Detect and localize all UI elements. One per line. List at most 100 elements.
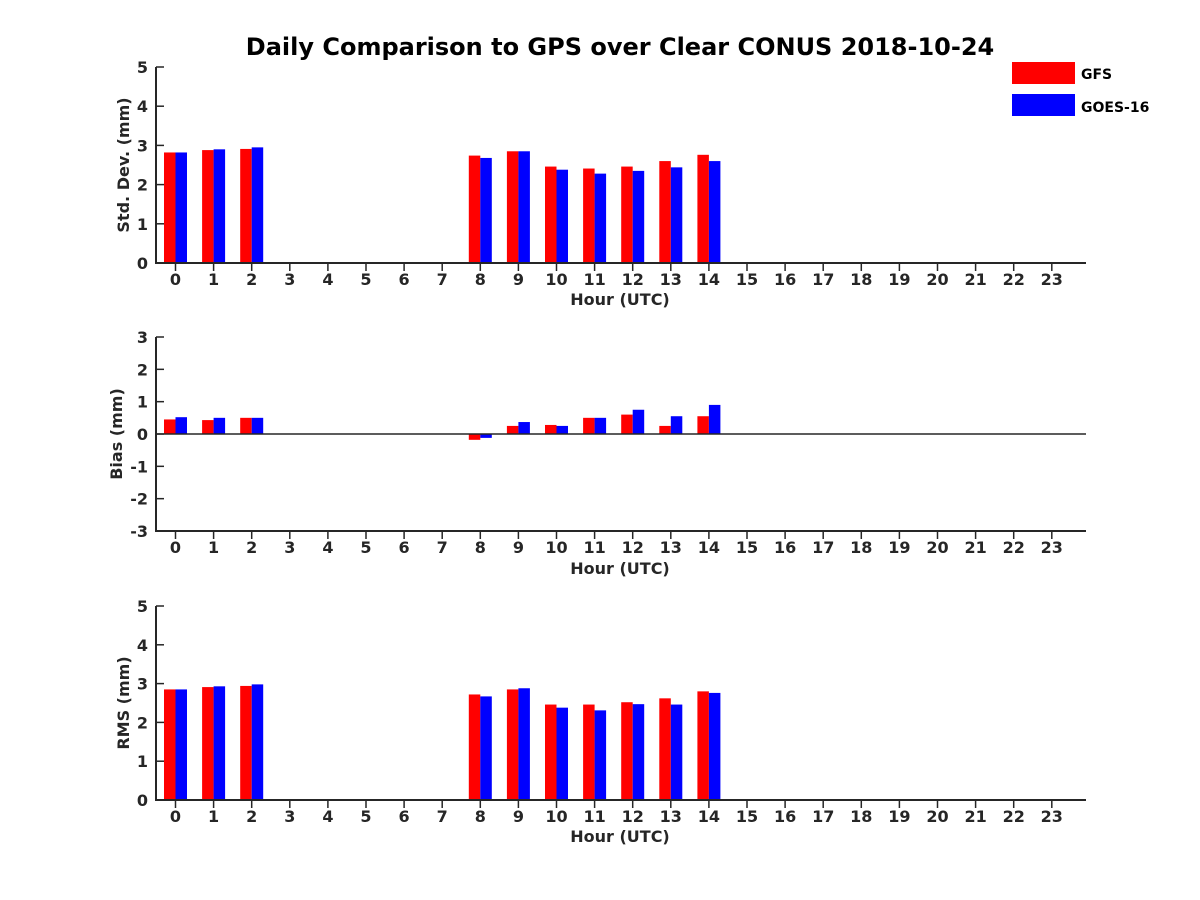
y-tick-label-rms-3: 3 <box>137 675 148 694</box>
bar-bias-goes16-h2 <box>251 417 264 434</box>
bar-rms-gfs-h0 <box>164 689 176 800</box>
x-tick-label-bias-11: 11 <box>583 538 605 557</box>
y-tick-label-bias-0: 0 <box>137 425 148 444</box>
bar-rms-goes16-h11 <box>594 710 607 800</box>
bar-stddev-gfs-h13 <box>659 161 671 263</box>
x-tick-label-bias-5: 5 <box>360 538 371 557</box>
bar-bias-gfs-h14 <box>697 416 709 434</box>
x-tick-label-rms-16: 16 <box>774 807 796 826</box>
ylabel-stddev: Std. Dev. (mm) <box>114 97 133 232</box>
bar-bias-goes16-h8 <box>480 434 492 438</box>
bar-stddev-gfs-h0 <box>164 152 176 263</box>
x-tick-label-bias-7: 7 <box>437 538 448 557</box>
x-tick-label-rms-9: 9 <box>513 807 524 826</box>
x-tick-label-rms-3: 3 <box>284 807 295 826</box>
x-tick-label-bias-22: 22 <box>1003 538 1025 557</box>
x-tick-label-bias-18: 18 <box>850 538 872 557</box>
bar-rms-gfs-h10 <box>545 704 557 800</box>
x-tick-label-stddev-2: 2 <box>246 270 257 289</box>
bar-stddev-goes16-h2 <box>251 147 264 263</box>
ylabel-rms: RMS (mm) <box>114 656 133 749</box>
xlabel-bias: Hour (UTC) <box>570 559 670 578</box>
bar-rms-gfs-h14 <box>697 691 709 800</box>
bar-rms-goes16-h12 <box>632 704 645 800</box>
legend: GFS GOES-16 <box>1012 62 1149 116</box>
bar-stddev-gfs-h1 <box>202 150 214 263</box>
y-tick-label-rms-1: 1 <box>137 752 148 771</box>
x-tick-label-bias-8: 8 <box>475 538 486 557</box>
y-tick-label-bias--3: -3 <box>130 522 148 541</box>
bar-bias-goes16-h12 <box>632 409 645 434</box>
x-tick-label-bias-2: 2 <box>246 538 257 557</box>
x-tick-label-rms-21: 21 <box>964 807 986 826</box>
y-tick-label-stddev-4: 4 <box>137 97 148 116</box>
x-tick-label-stddev-17: 17 <box>812 270 834 289</box>
y-tick-label-rms-2: 2 <box>137 713 148 732</box>
y-tick-label-rms-0: 0 <box>137 791 148 810</box>
bar-rms-goes16-h14 <box>708 692 721 800</box>
bar-bias-gfs-h10 <box>545 424 557 434</box>
bar-stddev-goes16-h14 <box>708 161 721 263</box>
x-tick-label-rms-14: 14 <box>698 807 720 826</box>
bar-stddev-gfs-h10 <box>545 166 557 263</box>
x-tick-label-bias-13: 13 <box>660 538 682 557</box>
bar-bias-goes16-h9 <box>518 422 530 434</box>
x-tick-label-stddev-15: 15 <box>736 270 758 289</box>
x-tick-label-bias-0: 0 <box>170 538 181 557</box>
x-tick-label-rms-10: 10 <box>545 807 567 826</box>
bar-bias-gfs-h9 <box>506 425 519 434</box>
y-tick-label-stddev-5: 5 <box>137 58 148 77</box>
bar-rms-gfs-h12 <box>621 702 633 800</box>
y-tick-label-bias-1: 1 <box>137 393 148 412</box>
bar-rms-gfs-h9 <box>506 689 519 800</box>
x-tick-label-bias-1: 1 <box>208 538 219 557</box>
bar-bias-gfs-h13 <box>659 425 671 434</box>
bar-stddev-goes16-h10 <box>556 169 568 263</box>
x-tick-label-rms-13: 13 <box>660 807 682 826</box>
ylabel-bias: Bias (mm) <box>107 388 126 480</box>
bar-bias-gfs-h0 <box>164 419 176 434</box>
bar-rms-gfs-h11 <box>583 704 595 800</box>
y-tick-label-rms-5: 5 <box>137 597 148 616</box>
bar-bias-goes16-h13 <box>670 416 683 434</box>
x-tick-label-rms-15: 15 <box>736 807 758 826</box>
x-tick-label-stddev-19: 19 <box>888 270 910 289</box>
bar-rms-goes16-h9 <box>518 688 530 800</box>
y-tick-label-stddev-2: 2 <box>137 176 148 195</box>
bar-rms-gfs-h8 <box>468 694 481 800</box>
x-tick-label-rms-19: 19 <box>888 807 910 826</box>
legend-swatch-gfs <box>1012 62 1075 84</box>
y-tick-label-stddev-1: 1 <box>137 215 148 234</box>
bar-rms-goes16-h8 <box>480 696 492 800</box>
x-tick-label-rms-4: 4 <box>322 807 333 826</box>
chart-title: Daily Comparison to GPS over Clear CONUS… <box>246 33 994 61</box>
bar-bias-gfs-h1 <box>202 420 214 434</box>
bar-stddev-gfs-h12 <box>621 166 633 263</box>
x-tick-label-stddev-12: 12 <box>622 270 644 289</box>
x-tick-label-bias-15: 15 <box>736 538 758 557</box>
x-tick-label-stddev-21: 21 <box>964 270 986 289</box>
bar-bias-gfs-h12 <box>621 414 633 434</box>
x-tick-label-bias-3: 3 <box>284 538 295 557</box>
x-tick-label-stddev-4: 4 <box>322 270 333 289</box>
bar-rms-gfs-h13 <box>659 698 671 800</box>
x-tick-label-stddev-9: 9 <box>513 270 524 289</box>
bar-rms-gfs-h1 <box>202 687 214 800</box>
bar-rms-goes16-h13 <box>670 704 683 800</box>
bar-rms-gfs-h2 <box>240 685 252 800</box>
x-tick-label-rms-7: 7 <box>437 807 448 826</box>
x-tick-label-rms-0: 0 <box>170 807 181 826</box>
x-tick-label-stddev-0: 0 <box>170 270 181 289</box>
x-tick-label-bias-20: 20 <box>926 538 948 557</box>
bar-stddev-goes16-h11 <box>594 173 607 263</box>
y-tick-label-bias--1: -1 <box>130 457 148 476</box>
y-tick-label-stddev-0: 0 <box>137 254 148 273</box>
bar-rms-goes16-h0 <box>175 689 187 800</box>
x-tick-label-rms-8: 8 <box>475 807 486 826</box>
bar-bias-gfs-h11 <box>583 417 595 434</box>
x-tick-label-stddev-3: 3 <box>284 270 295 289</box>
bar-bias-goes16-h11 <box>594 417 607 434</box>
